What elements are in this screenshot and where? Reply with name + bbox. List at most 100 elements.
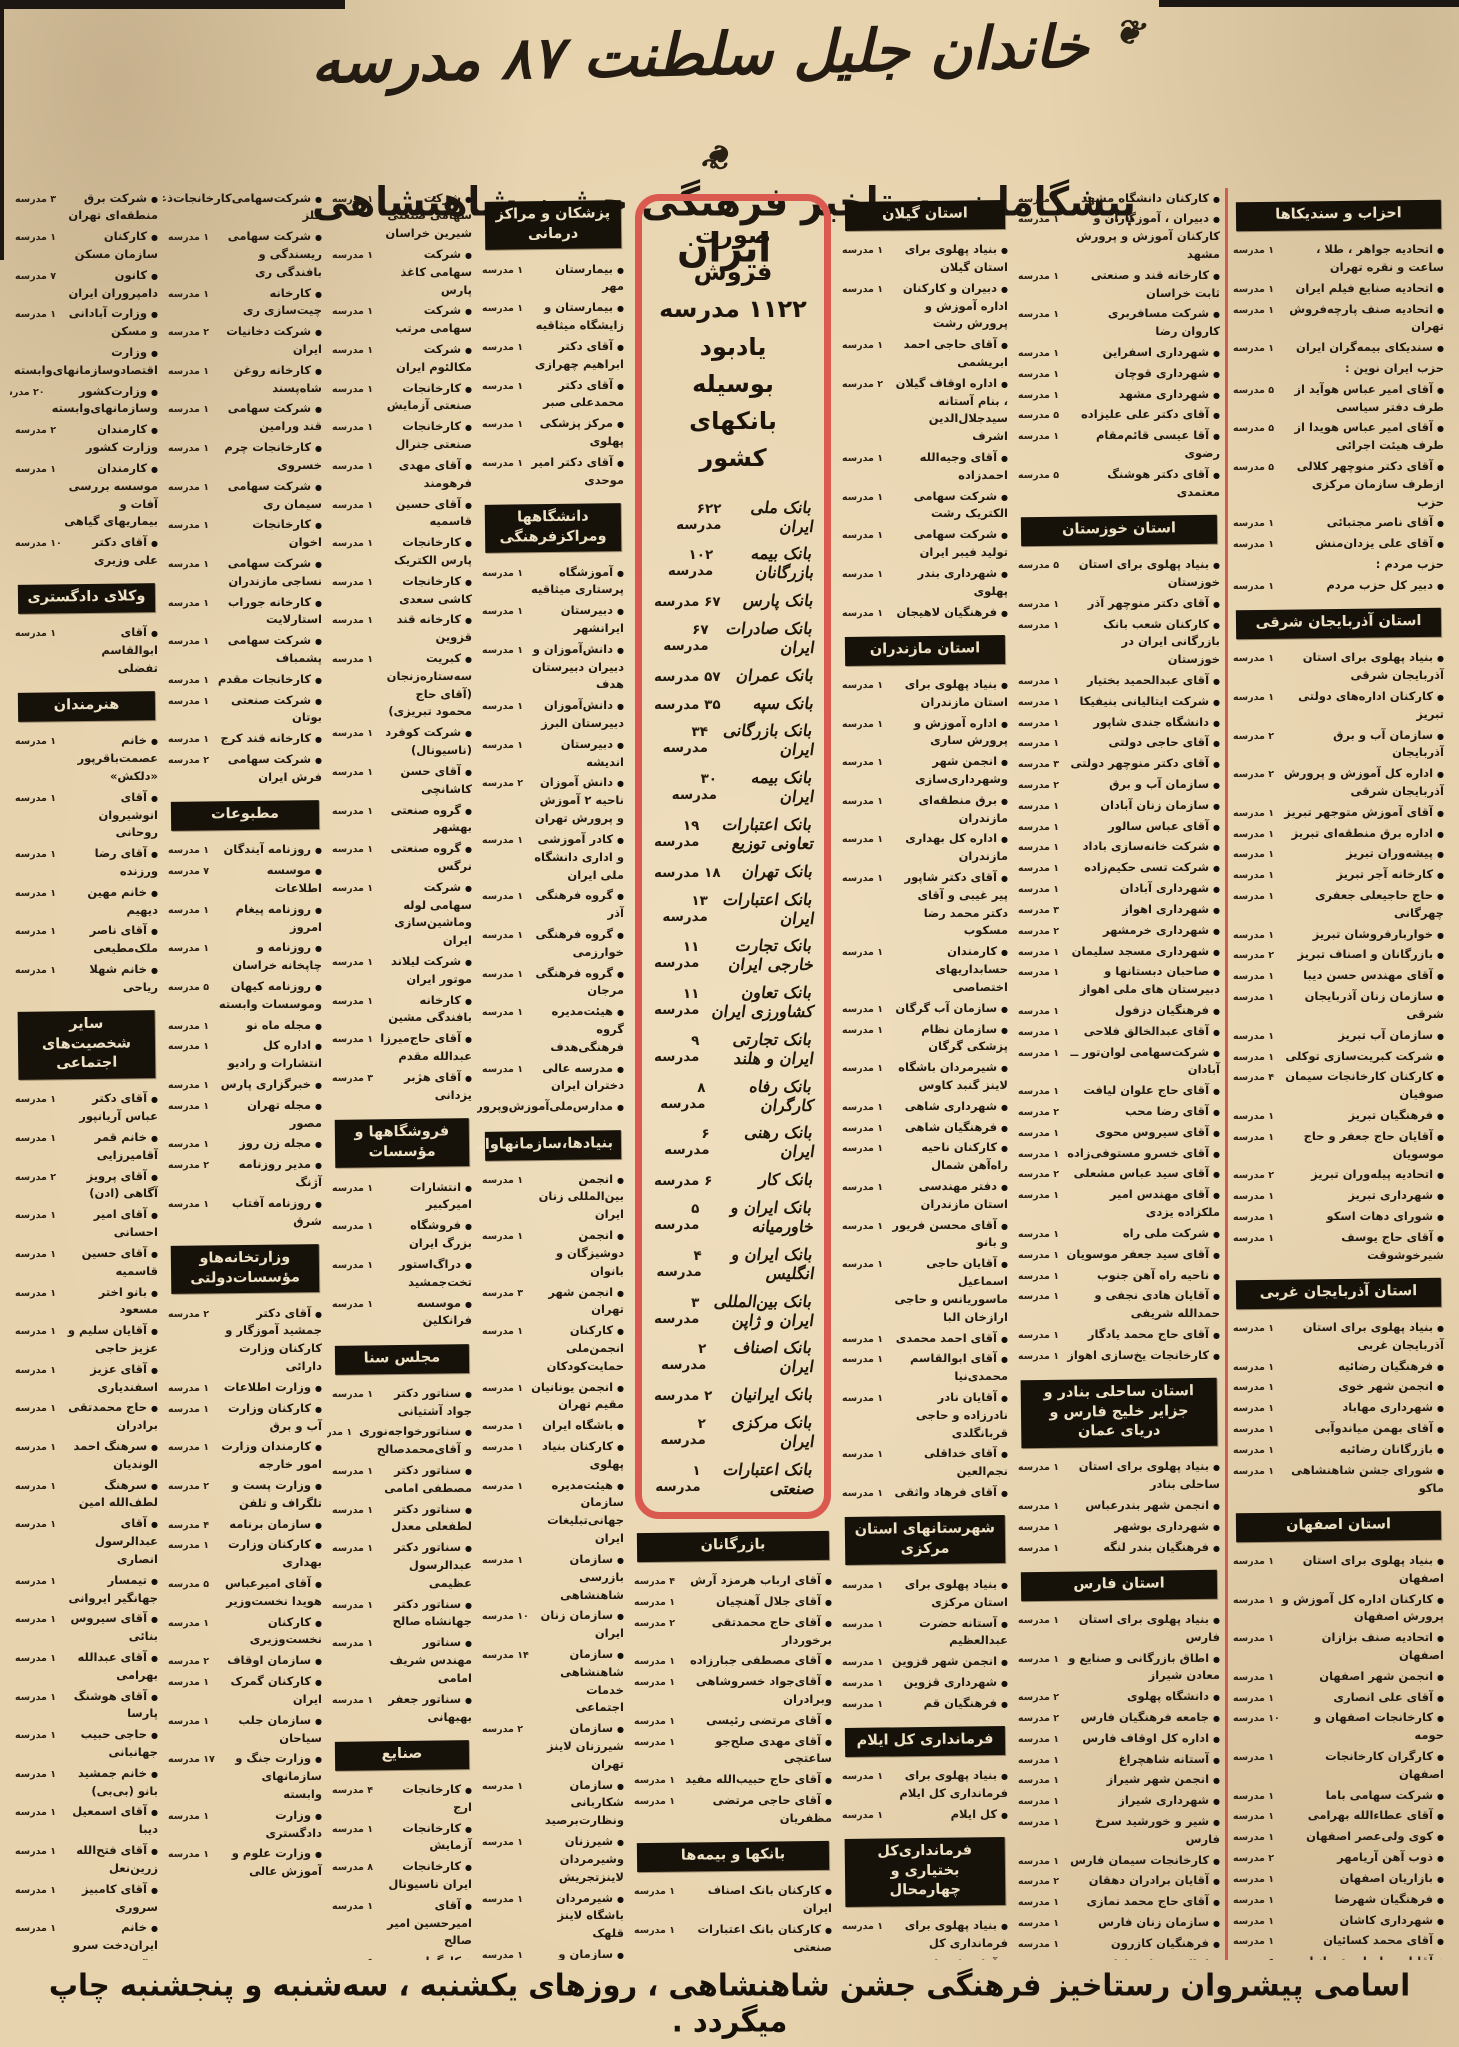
school-count: ۲ مدرسه	[1018, 925, 1060, 937]
donor-name: ●آقای مرتضی رئیسی	[706, 1712, 832, 1727]
bullet-icon: ●	[1213, 1939, 1220, 1949]
column-a: احزاب و سندیکاها ●اتحادیه جواهر ، طلا ، س…	[1225, 188, 1449, 1960]
bullet-icon: ●	[151, 1692, 158, 1702]
school-count: ۱ مدرسه	[1018, 193, 1060, 205]
list-item: ●شهرداری کاشان ۱ مدرسه	[1233, 1910, 1444, 1931]
bullet-icon: ●	[617, 1555, 624, 1565]
school-count: ۱ مدرسه	[842, 1024, 884, 1036]
scan-artifact-top-left	[0, 0, 345, 9]
bullet-icon: ●	[1001, 1658, 1008, 1668]
bullet-icon: ●	[1001, 1334, 1008, 1344]
school-count: ۲ مدرسه	[1018, 780, 1060, 791]
donor-name: ●اتحادیه صنف بزازان اصفهان	[1321, 1630, 1444, 1662]
school-count: ۲ مدرسه	[1233, 1853, 1275, 1865]
school-count: ۱۰ مدرسه	[1233, 1713, 1280, 1725]
donor-name: ●کارکنان وزارت آب و برق	[227, 1400, 322, 1433]
school-count: ۱ مدرسه	[482, 1949, 524, 1960]
donor-name: ●آقای ابوالقاسم تفضلی	[101, 625, 158, 675]
list-item: ●سناتور جعفر بهبهانی ۱ مدرسه	[332, 1689, 472, 1728]
school-count: ۱ مدرسه	[1018, 1775, 1060, 1787]
bullet-icon: ●	[315, 756, 322, 766]
donor-name: ●شورای دهات اسکو	[1326, 1209, 1444, 1223]
school-count: ۲ مدرسه	[1018, 1876, 1060, 1888]
list-item: ●کارکنان اداره‌های دولتی تبریز ۱ مدرسه	[1233, 686, 1444, 725]
school-count: ۱ مدرسه	[1018, 1542, 1060, 1554]
school-count: ۱ مدرسه	[1018, 1350, 1060, 1362]
school-count: ۱ مدرسه	[15, 1575, 57, 1587]
school-count: ۱ مدرسه	[1018, 270, 1060, 282]
bullet-icon: ●	[151, 927, 158, 937]
school-count: ۱ مدرسه	[1018, 1614, 1060, 1626]
list-item: ●آقای دکتر عباس آریانپور ۱ مدرسه	[15, 1089, 158, 1128]
bullet-icon: ●	[1437, 581, 1444, 591]
school-count: ۱ مدرسه	[1018, 800, 1060, 812]
bullet-icon: ●	[315, 366, 322, 376]
school-count: ۱ مدرسه	[332, 1543, 374, 1555]
donor-name: ●آقایان هادی نجفی و حمدالله شریفی	[1094, 1288, 1220, 1321]
donor-name: ●اتحادیه صنف پارچه‌فروش تهران	[1289, 301, 1444, 334]
list-item: ●شرکت ایتالیانی بنیفیکا ۱ مدرسه	[1018, 691, 1220, 712]
donor-name: ●آقای مصطفی جبارزاده	[689, 1653, 832, 1668]
bullet-icon: ●	[617, 1781, 624, 1791]
bullet-icon: ●	[825, 1887, 832, 1897]
donor-name: ●سازمان آب تبریز	[1338, 1027, 1444, 1042]
bullet-icon: ●	[1437, 1812, 1444, 1822]
donor-name: ●ذوب آهن آریامهر	[1337, 1850, 1444, 1865]
school-count: ۶ مدرسه	[1233, 1956, 1274, 1960]
section-header: استان گیلان	[844, 200, 1006, 231]
donor-name: ●آقای عبدالحمید بختیار	[1086, 672, 1220, 687]
bullet-icon: ●	[1001, 1619, 1008, 1629]
school-count: ۵ مدرسه	[654, 1200, 700, 1233]
school-count: ۱ مدرسه	[168, 1198, 210, 1210]
school-count: ۱ مدرسه	[1018, 1918, 1060, 1930]
donor-name: ●آستانه شاهچراغ	[1118, 1751, 1220, 1766]
donor-name: ●شرکت سهامی سیمان ری	[227, 478, 322, 511]
bullet-icon: ●	[617, 1894, 624, 1904]
bullet-icon: ●	[315, 1481, 322, 1491]
bullet-icon: ●	[617, 381, 624, 391]
school-count: ۱ مدرسه	[482, 1063, 524, 1075]
list-item: ●شرکت سهامی تولید فیبر ایران ۱ مدرسه	[842, 525, 1008, 564]
list-item: ●آقایان سلیم و عزیز حاجی ۱ مدرسه	[15, 1321, 158, 1360]
donor-name: ●شرکت ملی راه	[1122, 1225, 1220, 1240]
bullet-icon: ●	[1001, 246, 1008, 256]
donor-name: ●خانم جمشید بانو (بی‌بی)	[78, 1765, 158, 1798]
school-count: ۱ مدرسه	[168, 1540, 210, 1552]
list-item: ●وزارت دادگستری ۱ مدرسه	[168, 1805, 322, 1844]
list-item: ●کارخانه چیت‌سازی ری ۱ مدرسه	[168, 283, 322, 322]
bullet-icon: ●	[1213, 271, 1220, 281]
school-count: ۱ مدرسه	[332, 1465, 374, 1477]
bullet-icon: ●	[1437, 1031, 1444, 1041]
bullet-icon: ●	[315, 905, 322, 915]
bullet-icon: ●	[151, 1211, 158, 1221]
list-item: ●کبریت سه‌ستاره‌زنجان (آقای حاج محمود تب…	[332, 649, 472, 723]
donor-name: ●پیشه‌وران تبریز	[1346, 846, 1444, 861]
donor-name: ●آقای حاج یوسف شیرخوشوقت	[1341, 1229, 1444, 1262]
bullet-icon: ●	[617, 1064, 624, 1074]
list-item: ●شرکت سهامی ریسندگی و بافندگی ری ۱ مدرسه	[168, 227, 322, 283]
list-item: ●آقای مهدی فرهومند ۱ مدرسه	[332, 455, 472, 494]
bullet-icon: ●	[315, 1199, 322, 1209]
donor-name: ●حاج محمدتقی برادران	[68, 1400, 158, 1433]
school-count: ۱ مدرسه	[634, 1656, 676, 1668]
school-count: ۶۷ مدرسه	[654, 594, 721, 611]
list-item: ●شورای دهات اسکو ۱ مدرسه	[1233, 1207, 1444, 1228]
list-item: ●وزارت پست و تلگراف و تلفن ۲ مدرسه	[168, 1475, 322, 1514]
bank-row: بانک بیمه ایران ۳۰ مدرسه	[652, 764, 814, 811]
school-count: ۶۲۲ مدرسه	[676, 500, 722, 533]
bullet-icon: ●	[151, 850, 158, 860]
school-count: ۱ مدرسه	[332, 1694, 374, 1706]
list-item: ●خانم قمر آقامیرزایی ۱ مدرسه	[15, 1128, 158, 1167]
bullet-icon: ●	[617, 1650, 624, 1660]
donor-name: ●آقای سیروس بنائی	[70, 1611, 159, 1644]
list-item: ●شرکت خانه‌سازی باداد ۱ مدرسه	[1018, 837, 1220, 858]
donor-name: ●شهرداری مهاباد	[1342, 1400, 1444, 1415]
bullet-icon: ●	[617, 1175, 624, 1185]
bullet-icon: ●	[1437, 1171, 1444, 1181]
bank-row: بانک پارس ۶۷ مدرسه	[652, 587, 814, 615]
bullet-icon: ●	[1213, 1191, 1220, 1201]
list-item: ●آقای حاج محمد یادگار ۱ مدرسه	[1018, 1324, 1220, 1345]
donor-name: ●کارخانه جوراب استارلایت	[227, 594, 322, 627]
list-item: ●فرهنگیان کازرون ۱ مدرسه	[1018, 1933, 1220, 1954]
donor-name: ●آقای حسن کاشانچی	[400, 763, 472, 796]
